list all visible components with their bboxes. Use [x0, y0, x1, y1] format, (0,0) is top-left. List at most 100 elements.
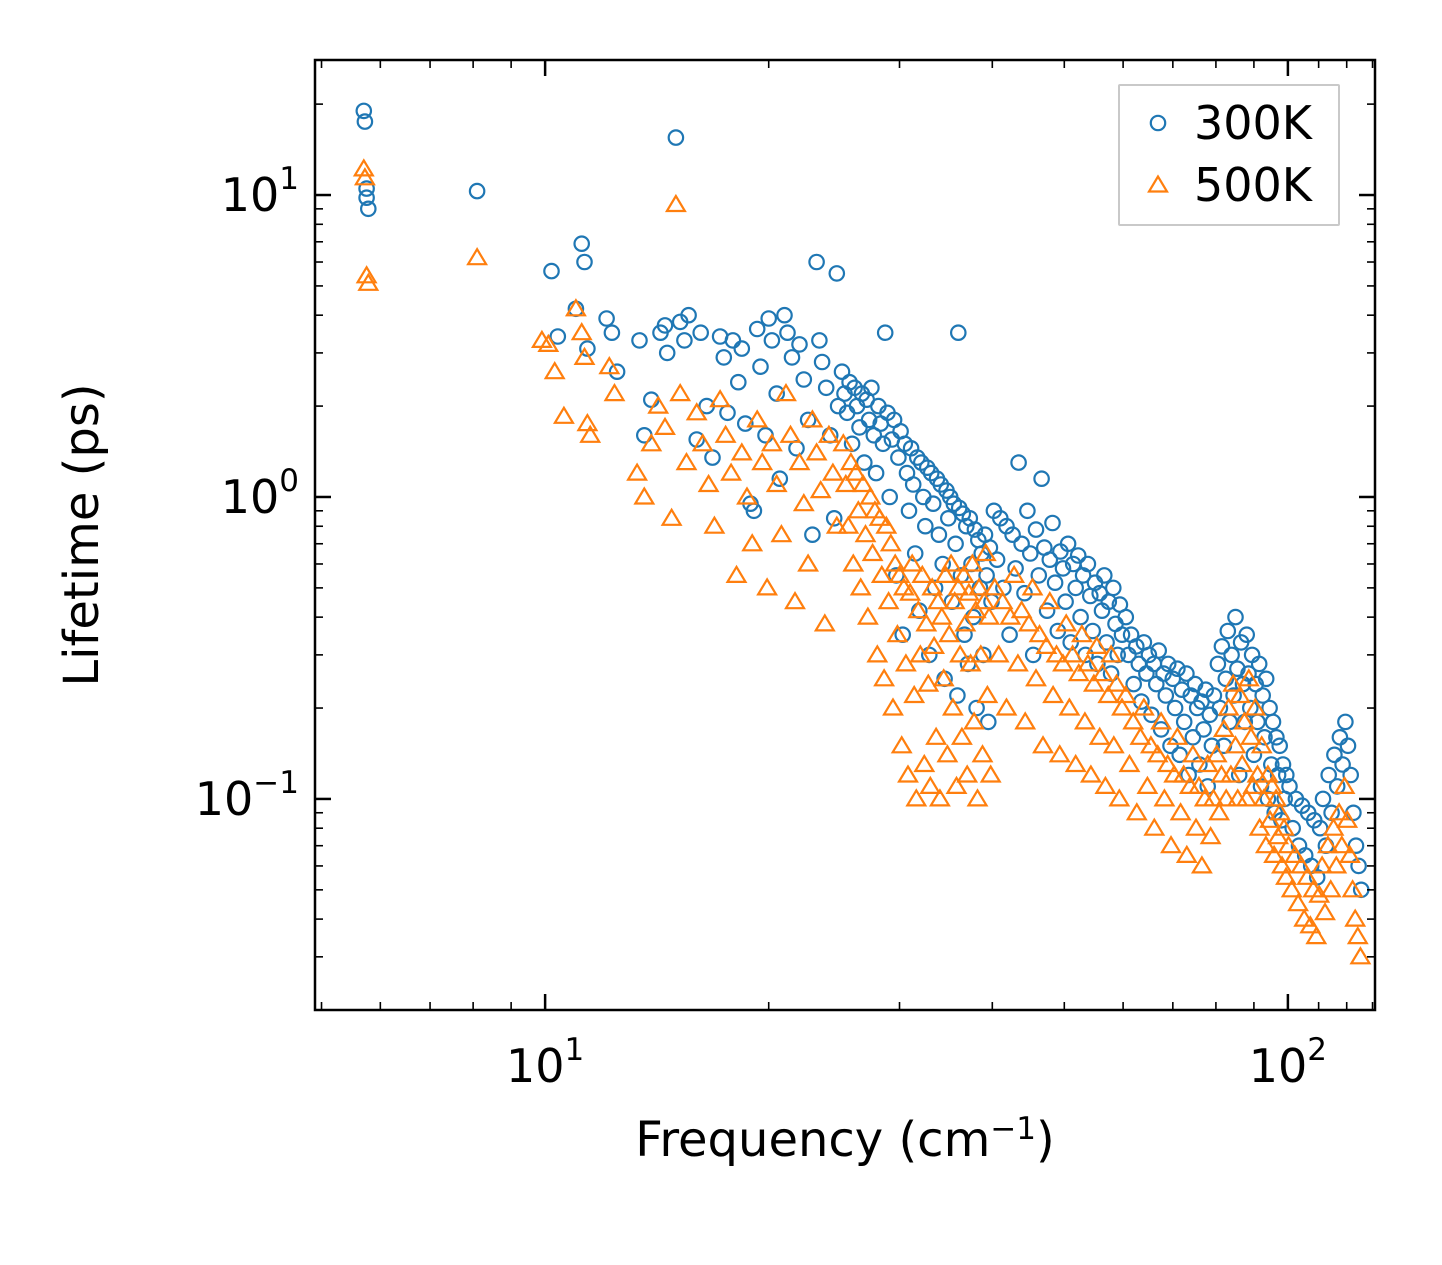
- data-point-triangle: [1256, 764, 1279, 783]
- data-point-triangle: [1261, 775, 1283, 794]
- data-point-triangle: [543, 361, 566, 380]
- data-point-triangle: [770, 524, 793, 543]
- data-point-circle: [876, 324, 894, 341]
- data-point-circle: [1004, 526, 1021, 543]
- data-point-circle: [656, 317, 674, 334]
- data-point-triangle: [925, 726, 948, 745]
- data-point-circle: [1038, 602, 1056, 619]
- data-point-triangle: [1219, 764, 1242, 783]
- data-point-triangle: [1333, 775, 1356, 794]
- data-point-circle: [808, 253, 825, 271]
- y-tick-label: 101: [221, 161, 299, 222]
- data-point-circle: [978, 567, 995, 584]
- data-point-triangle: [861, 542, 884, 562]
- data-point-triangle: [1311, 855, 1334, 874]
- data-point-triangle: [974, 542, 997, 562]
- data-point-triangle: [1275, 866, 1297, 885]
- data-point-triangle: [1064, 753, 1087, 773]
- data-point-triangle: [788, 451, 811, 471]
- data-point-triangle: [852, 473, 875, 493]
- data-point-circle: [1178, 665, 1195, 682]
- data-point-triangle: [552, 405, 575, 424]
- data-point-circle: [900, 502, 918, 520]
- x-tick-label: 101: [506, 1032, 584, 1093]
- data-point-triangle: [978, 606, 1001, 625]
- data-point-triangle: [1263, 844, 1286, 863]
- data-point-triangle: [842, 553, 865, 572]
- data-point-circle: [1159, 655, 1177, 673]
- data-point-circle: [1209, 655, 1227, 673]
- data-point-triangle: [801, 409, 824, 428]
- data-point-triangle: [940, 553, 963, 572]
- data-point-triangle: [669, 382, 692, 402]
- data-point-circle: [1350, 857, 1367, 875]
- data-point-circle: [1157, 687, 1175, 704]
- data-point-triangle: [1025, 668, 1047, 687]
- data-point-triangle: [1215, 788, 1238, 807]
- data-point-circle: [1030, 567, 1048, 584]
- data-point-circle: [748, 320, 766, 338]
- circle-marker-icon: [1149, 114, 1167, 132]
- data-point-circle: [1033, 470, 1050, 487]
- data-point-circle: [358, 189, 375, 206]
- data-point-triangle: [598, 356, 621, 375]
- data-point-triangle: [1070, 624, 1093, 643]
- data-point-circle: [828, 265, 846, 282]
- data-point-circle: [1105, 579, 1122, 597]
- data-point-circle: [1175, 713, 1193, 731]
- data-point-triangle: [1111, 697, 1133, 716]
- data-point-circle: [1022, 545, 1039, 562]
- data-point-triangle: [1273, 817, 1295, 836]
- data-point-triangle: [839, 451, 862, 471]
- data-point-triangle: [932, 668, 955, 687]
- data-point-circle: [543, 262, 560, 280]
- data-point-triangle: [355, 265, 378, 284]
- data-point-circle: [833, 363, 851, 380]
- data-point-triangle: [720, 462, 743, 481]
- data-point-triangle: [888, 564, 911, 583]
- data-point-circle: [631, 332, 648, 349]
- data-point-triangle: [930, 606, 953, 625]
- data-point-circle: [939, 509, 957, 527]
- data-point-circle: [1016, 584, 1033, 602]
- data-point-triangle: [1122, 711, 1145, 730]
- data-point-circle: [981, 539, 999, 556]
- data-point-circle: [881, 488, 898, 506]
- data-point-triangle: [1229, 684, 1251, 704]
- data-point-triangle: [979, 764, 1002, 783]
- data-point-triangle: [875, 515, 898, 534]
- data-point-circle: [1044, 514, 1061, 532]
- data-point-circle: [968, 699, 985, 717]
- data-point-triangle: [1021, 577, 1044, 596]
- data-point-triangle: [911, 564, 934, 583]
- data-point-triangle: [736, 486, 758, 505]
- data-point-triangle: [969, 644, 992, 663]
- data-point-triangle: [805, 442, 828, 461]
- data-point-triangle: [882, 697, 904, 716]
- data-point-triangle: [1052, 653, 1074, 672]
- data-point-triangle: [963, 711, 986, 730]
- data-point-circle: [949, 324, 967, 341]
- data-point-triangle: [570, 322, 593, 341]
- data-point-triangle: [877, 591, 900, 610]
- data-point-circle: [1072, 608, 1089, 626]
- data-point-triangle: [1085, 635, 1108, 654]
- data-point-circle: [1331, 728, 1349, 746]
- data-point-triangle: [1073, 711, 1096, 730]
- data-point-triangle: [905, 788, 928, 807]
- legend-label: 300K: [1194, 96, 1312, 150]
- data-point-triangle: [870, 564, 893, 583]
- data-point-triangle: [897, 764, 919, 783]
- data-point-circle: [603, 324, 621, 341]
- data-point-circle: [1281, 778, 1298, 795]
- data-point-triangle: [1114, 684, 1137, 704]
- data-point-triangle: [907, 600, 930, 619]
- data-point-triangle: [957, 582, 980, 601]
- data-point-triangle: [1108, 788, 1131, 807]
- data-point-circle: [733, 340, 751, 357]
- data-point-triangle: [1265, 788, 1288, 807]
- data-point-circle: [811, 332, 828, 349]
- data-point-triangle: [1100, 644, 1123, 663]
- data-point-triangle: [886, 624, 909, 643]
